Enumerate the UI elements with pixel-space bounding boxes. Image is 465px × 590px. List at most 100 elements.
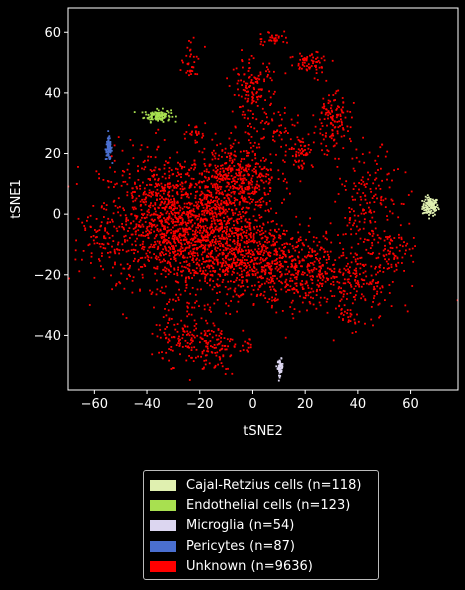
scatter-point — [128, 266, 131, 269]
scatter-point — [218, 154, 220, 157]
scatter-point — [179, 209, 181, 212]
scatter-point — [307, 294, 310, 297]
scatter-point — [243, 116, 246, 119]
scatter-point — [310, 269, 313, 271]
scatter-point — [196, 215, 198, 217]
scatter-point — [165, 253, 167, 255]
scatter-point — [260, 94, 263, 97]
legend-label: Cajal-Retzius cells (n=118) — [186, 477, 362, 493]
scatter-point — [208, 267, 211, 269]
scatter-point — [160, 117, 162, 120]
scatter-point — [250, 236, 252, 239]
scatter-point — [168, 215, 170, 218]
scatter-point — [188, 74, 190, 77]
scatter-point — [242, 89, 245, 91]
scatter-point — [406, 310, 409, 313]
scatter-point — [239, 186, 242, 188]
scatter-point — [422, 203, 425, 205]
scatter-point — [220, 330, 223, 332]
scatter-point — [275, 249, 277, 252]
scatter-point — [185, 223, 187, 226]
scatter-point — [346, 110, 349, 113]
scatter-point — [421, 208, 424, 210]
scatter-point — [186, 301, 189, 304]
scatter-point — [168, 167, 171, 169]
scatter-point — [299, 52, 301, 55]
scatter-point — [253, 188, 256, 190]
scatter-point — [186, 264, 189, 266]
scatter-point — [181, 346, 184, 348]
scatter-point — [197, 181, 200, 184]
scatter-point — [338, 120, 340, 123]
scatter-point — [133, 252, 135, 255]
scatter-point — [241, 237, 244, 239]
scatter-point — [433, 205, 435, 207]
scatter-point — [141, 111, 144, 114]
scatter-point — [272, 275, 274, 277]
scatter-point — [237, 237, 239, 240]
scatter-point — [318, 66, 321, 69]
scatter-point — [155, 114, 158, 116]
scatter-point — [141, 243, 144, 245]
scatter-point — [293, 265, 296, 268]
scatter-point — [95, 231, 98, 233]
scatter-point — [283, 161, 286, 163]
scatter-point — [222, 193, 224, 196]
scatter-point — [195, 226, 198, 229]
scatter-point — [235, 246, 238, 248]
scatter-point — [290, 301, 293, 304]
scatter-point — [225, 223, 227, 226]
scatter-point — [106, 137, 109, 140]
scatter-point — [208, 309, 211, 311]
scatter-point — [109, 143, 112, 146]
scatter-point — [384, 258, 386, 261]
scatter-point — [166, 262, 169, 264]
scatter-point — [190, 202, 193, 205]
scatter-point — [355, 282, 358, 284]
scatter-point — [108, 142, 110, 145]
scatter-point — [330, 241, 333, 244]
scatter-point — [238, 218, 241, 220]
scatter-point — [162, 241, 165, 244]
scatter-point — [233, 158, 236, 161]
scatter-point — [323, 256, 325, 258]
scatter-point — [200, 217, 202, 220]
scatter-point — [393, 169, 395, 172]
scatter-point — [218, 191, 221, 194]
scatter-point — [360, 256, 363, 259]
scatter-point — [181, 166, 183, 168]
scatter-point — [193, 329, 196, 332]
scatter-point — [216, 144, 218, 147]
scatter-point — [150, 213, 153, 216]
scatter-point — [340, 312, 343, 314]
scatter-point — [118, 249, 121, 251]
scatter-point — [192, 233, 194, 236]
scatter-point — [204, 175, 206, 178]
scatter-point — [250, 256, 252, 259]
scatter-point — [174, 257, 177, 260]
scatter-point — [278, 234, 281, 237]
x-tick-label: 60 — [402, 397, 419, 412]
scatter-point — [270, 162, 273, 164]
scatter-point — [152, 204, 154, 207]
scatter-point — [215, 283, 218, 286]
scatter-point — [276, 367, 279, 370]
scatter-point — [226, 226, 229, 228]
scatter-point — [193, 214, 195, 217]
scatter-point — [176, 330, 179, 333]
scatter-point — [141, 198, 143, 201]
scatter-point — [352, 272, 355, 275]
scatter-point — [429, 207, 431, 210]
scatter-point — [299, 284, 302, 286]
scatter-point — [390, 198, 393, 201]
scatter-point — [186, 213, 188, 215]
scatter-point — [312, 236, 315, 239]
scatter-point — [295, 153, 297, 156]
scatter-point — [149, 178, 151, 180]
scatter-point — [228, 137, 231, 140]
scatter-point — [427, 203, 429, 206]
scatter-point — [144, 166, 147, 168]
scatter-point — [369, 253, 372, 255]
scatter-point — [179, 250, 182, 253]
scatter-point — [175, 229, 177, 232]
